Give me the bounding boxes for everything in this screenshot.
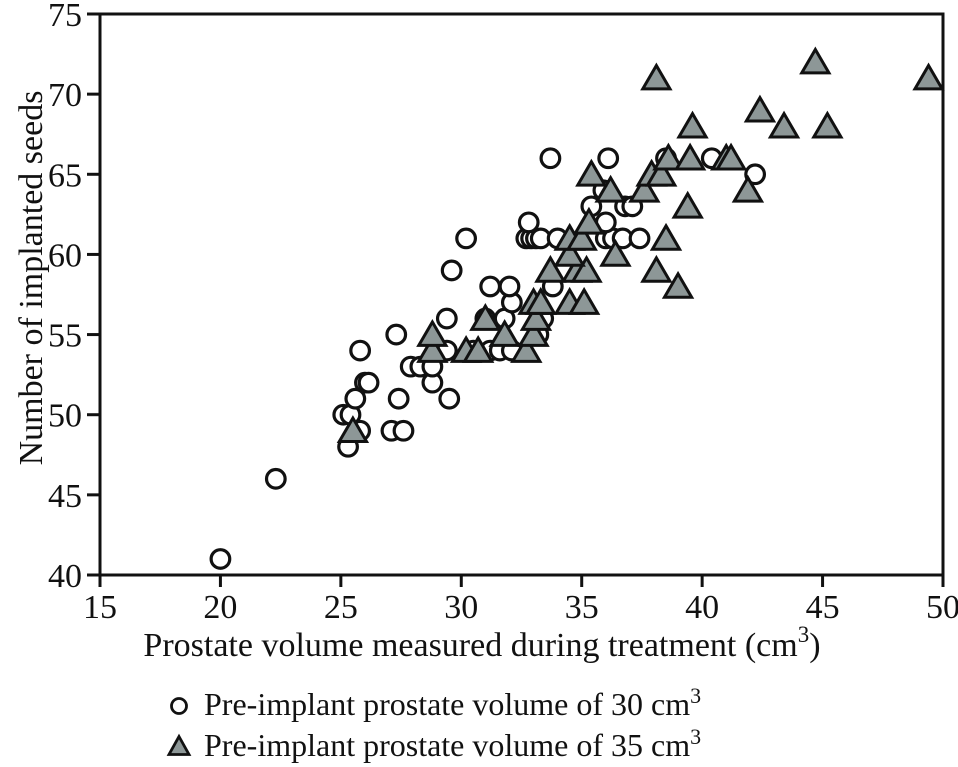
data-point-triangle xyxy=(488,318,521,347)
data-point-triangle xyxy=(572,206,606,235)
y-tick-label: 60 xyxy=(48,237,82,274)
data-point-triangle xyxy=(524,286,557,315)
data-point-triangle xyxy=(640,254,673,283)
data-point-circle xyxy=(455,227,478,250)
data-points xyxy=(209,46,945,570)
data-point-triangle xyxy=(649,222,683,251)
x-tick-label: 15 xyxy=(83,589,117,626)
data-point-triangle xyxy=(799,46,832,75)
x-axis-title-close: ) xyxy=(809,627,820,664)
data-point-circle xyxy=(209,548,232,570)
data-point-triangle xyxy=(570,254,603,283)
data-point-triangle xyxy=(519,302,553,331)
data-point-circle xyxy=(435,307,458,330)
data-point-triangle xyxy=(714,142,748,171)
x-tick-label: 35 xyxy=(565,589,599,626)
legend-label-circles-superscript: 3 xyxy=(690,683,702,708)
data-point-triangle xyxy=(661,270,695,299)
data-point-triangle xyxy=(673,142,707,171)
y-axis-title: Number of implanted seeds xyxy=(13,91,50,466)
y-tick-label: 70 xyxy=(48,77,82,114)
data-point-triangle xyxy=(811,110,844,139)
data-point-circle xyxy=(385,323,408,346)
triangle-marker-icon xyxy=(166,733,192,756)
data-point-triangle xyxy=(517,318,550,347)
data-point-triangle xyxy=(565,222,598,251)
data-point-circle xyxy=(438,387,461,410)
data-point-triangle xyxy=(644,158,678,187)
data-point-circle xyxy=(357,371,380,394)
data-point-circle xyxy=(392,419,415,442)
chart-svg: 15 20 25 30 35 40 45 50 40 45 50 55 60 65 70 75 Prostat… xyxy=(13,0,958,664)
x-axis-title-superscript: 3 xyxy=(798,622,810,647)
data-point-triangle xyxy=(767,110,801,139)
legend-label-circles-text: Pre-implant prostate volume of 30 cm xyxy=(204,686,691,722)
data-point-triangle xyxy=(628,174,661,203)
y-tick-label: 40 xyxy=(48,558,82,595)
data-point-triangle xyxy=(567,286,601,315)
data-point-triangle xyxy=(671,190,704,219)
x-tick-label: 25 xyxy=(324,589,358,626)
legend-row-circles: Pre-implant prostate volume of 30 cm3 xyxy=(163,684,701,725)
data-point-circle xyxy=(517,211,540,234)
data-point-triangle xyxy=(469,302,502,331)
x-tick-label: 45 xyxy=(806,589,840,626)
data-point-triangle xyxy=(912,62,945,91)
data-point-circle xyxy=(440,259,463,282)
data-point-triangle xyxy=(461,335,495,363)
data-point-circle xyxy=(597,147,620,170)
x-axis-title: Prostate volume measured during treatmen… xyxy=(143,622,820,664)
chart-legend: Pre-implant prostate volume of 30 cm3 Pr… xyxy=(163,684,701,766)
axis-ticks: 15 20 25 30 35 40 45 50 40 45 50 55 60 65 70 75 xyxy=(48,0,958,626)
data-point-triangle xyxy=(416,318,449,347)
x-tick-label: 50 xyxy=(926,589,958,626)
x-axis-title-text: Prostate volume measured during treatmen… xyxy=(143,627,797,664)
data-point-triangle xyxy=(743,94,777,123)
data-point-circle xyxy=(264,467,287,490)
data-point-triangle xyxy=(416,335,449,363)
data-point-circle xyxy=(479,275,502,298)
data-point-triangle xyxy=(731,174,765,203)
y-tick-label: 50 xyxy=(48,398,82,435)
data-point-triangle xyxy=(640,62,673,91)
data-point-triangle xyxy=(676,110,709,139)
data-point-triangle xyxy=(336,415,370,444)
x-tick-label: 30 xyxy=(444,589,478,626)
data-point-triangle xyxy=(575,158,608,187)
data-point-circle xyxy=(344,387,367,410)
circle-marker-icon xyxy=(170,696,188,715)
data-point-triangle xyxy=(534,254,567,283)
y-tick-label: 75 xyxy=(48,0,82,34)
y-tick-label: 45 xyxy=(48,478,82,515)
legend-label-circles: Pre-implant prostate volume of 30 cm3 xyxy=(204,683,702,723)
data-point-circle xyxy=(744,163,767,186)
x-tick-label: 20 xyxy=(203,589,237,626)
data-point-circle xyxy=(387,387,410,410)
data-point-circle xyxy=(539,147,562,170)
plot-border xyxy=(98,12,945,577)
data-point-triangle xyxy=(553,238,586,267)
legend-label-triangles-superscript: 3 xyxy=(690,724,702,749)
data-point-triangle xyxy=(599,238,632,267)
data-point-circle xyxy=(498,275,521,298)
legend-label-triangles: Pre-implant prostate volume of 35 cm3 xyxy=(204,724,702,764)
data-point-triangle xyxy=(652,142,685,171)
data-point-circle xyxy=(349,339,372,362)
legend-row-triangles: Pre-implant prostate volume of 35 cm3 xyxy=(163,725,701,766)
legend-label-triangles-text: Pre-implant prostate volume of 35 cm xyxy=(204,727,691,763)
data-point-triangle xyxy=(510,335,543,363)
data-point-triangle xyxy=(594,174,627,203)
data-point-circle xyxy=(628,227,651,250)
y-tick-label: 65 xyxy=(48,157,82,194)
x-tick-label: 40 xyxy=(685,589,719,626)
y-tick-label: 55 xyxy=(48,318,82,355)
